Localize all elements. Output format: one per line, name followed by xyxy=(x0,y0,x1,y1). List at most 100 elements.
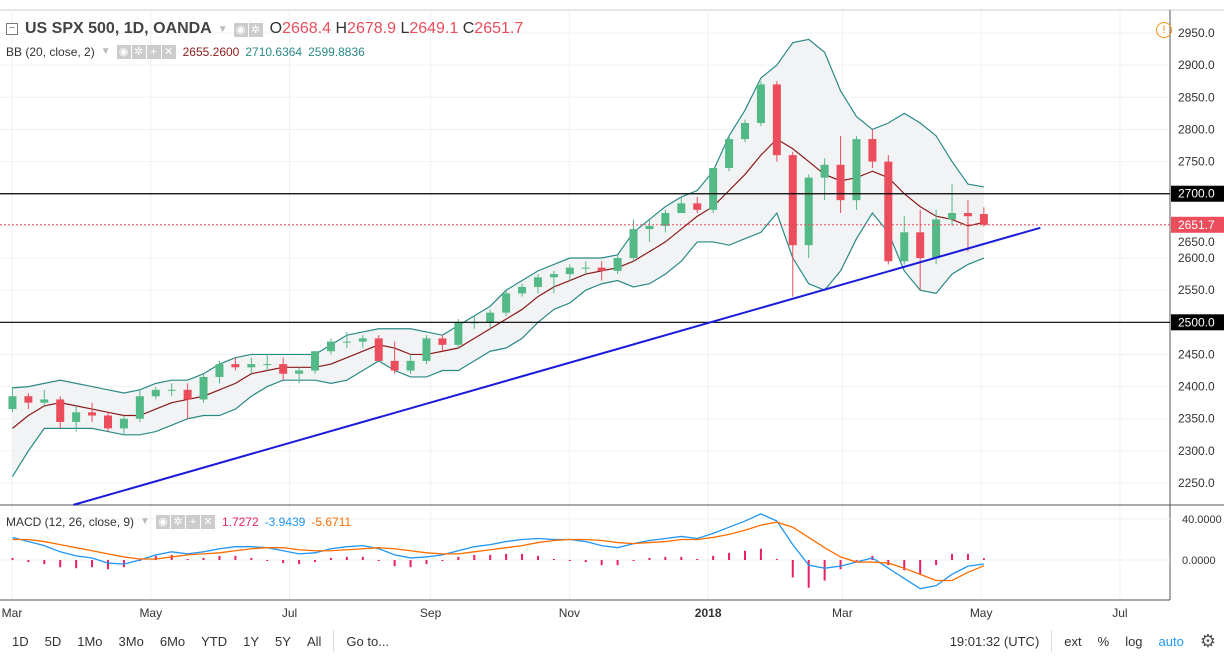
macd-histogram-bar xyxy=(186,558,189,560)
log-toggle[interactable]: log xyxy=(1125,633,1143,649)
macd-label[interactable]: MACD (12, 26, close, 9) xyxy=(6,514,135,529)
plus-icon[interactable]: + xyxy=(185,515,200,529)
candle-body xyxy=(119,418,128,429)
macd-histogram-bar xyxy=(728,552,731,560)
macd-histogram-bar xyxy=(43,560,46,565)
macd-histogram-bar xyxy=(855,560,858,561)
bb-upper-line xyxy=(12,38,984,394)
chevron-down-icon[interactable]: ▼ xyxy=(140,516,150,527)
macd-histogram-bar xyxy=(298,560,301,565)
price-tick-label: 2850.0 xyxy=(1178,90,1215,104)
price-pane[interactable] xyxy=(8,38,988,477)
range-buttons: 1D 5D 1Mo 3Mo 6Mo YTD 1Y 5Y All xyxy=(0,634,329,649)
horizontal-line-label: 2500.0 xyxy=(1178,315,1215,329)
settings-gear-icon[interactable]: ⚙ xyxy=(1199,630,1216,651)
chevron-down-icon[interactable]: ▼ xyxy=(217,23,228,35)
candle-body xyxy=(374,338,383,361)
macd-line xyxy=(12,513,984,590)
candle-body xyxy=(167,389,176,391)
price-label-box xyxy=(1171,185,1224,202)
macd-histogram-bar xyxy=(632,560,635,561)
range-5y[interactable]: 5Y xyxy=(275,633,291,649)
main-legend: − US SPX 500, 1D, OANDA ▼ ◉ ✲ O2668.4 H26… xyxy=(6,20,523,38)
warning-icon[interactable]: ! xyxy=(1156,22,1172,38)
macd-histogram-bar xyxy=(314,560,317,563)
gear-icon[interactable]: ✲ xyxy=(248,23,263,37)
range-ytd[interactable]: YTD xyxy=(201,633,228,649)
macd-histogram-bar xyxy=(616,560,619,566)
candle-body xyxy=(72,412,81,422)
macd-histogram-bar xyxy=(361,556,364,560)
range-1d[interactable]: 1D xyxy=(12,633,29,649)
macd-tick-label: 40.0000 xyxy=(1182,514,1222,526)
candle-body xyxy=(597,267,606,271)
candle-body xyxy=(422,338,431,361)
range-3mo[interactable]: 3Mo xyxy=(118,633,144,649)
candle-body xyxy=(390,360,399,371)
close-icon[interactable]: ✕ xyxy=(161,45,176,59)
price-tick-label: 2800.0 xyxy=(1178,122,1215,136)
price-tick-label: 2600.0 xyxy=(1178,251,1215,265)
last-price-label: 2651.7 xyxy=(1178,218,1215,232)
candle-body xyxy=(645,225,654,230)
macd-pane[interactable] xyxy=(0,513,1170,590)
range-all[interactable]: All xyxy=(306,633,322,649)
range-5d[interactable]: 5D xyxy=(44,633,62,649)
trendline[interactable] xyxy=(73,226,1041,506)
candle-body xyxy=(820,164,829,178)
macd-legend: MACD (12, 26, close, 9) ▼ ◉ ✲ + ✕ 1.7272 -3.… xyxy=(6,514,351,529)
macd-histogram-bar xyxy=(377,560,380,562)
candle-body xyxy=(932,219,941,259)
price-label-box xyxy=(1171,314,1224,331)
chart-canvas[interactable]: 2250.0 2300.0 2350.0 2400.0 2450.0 2550.0 2600… xyxy=(0,0,1224,626)
candle-body xyxy=(231,364,240,368)
macd-histogram-bar xyxy=(282,560,285,564)
macd-histogram-bar xyxy=(441,560,444,562)
close-icon[interactable]: ✕ xyxy=(200,515,215,529)
macd-histogram-bar xyxy=(457,556,460,560)
candle-body xyxy=(215,364,224,377)
gear-icon[interactable]: ✲ xyxy=(170,515,185,529)
macd-histogram-bar xyxy=(234,555,237,560)
gear-icon[interactable]: ✲ xyxy=(131,45,146,59)
candle-body xyxy=(199,376,208,400)
bb-lower-line xyxy=(11,211,985,477)
percent-toggle[interactable]: % xyxy=(1097,633,1110,649)
candle-body xyxy=(279,364,288,374)
horizontal-line-label: 2700.0 xyxy=(1178,187,1215,201)
chevron-down-icon[interactable]: ▼ xyxy=(100,46,111,57)
chart-background xyxy=(0,0,1224,626)
price-tick-label: 2300.0 xyxy=(1178,444,1215,458)
candle-body xyxy=(311,351,320,371)
eye-icon[interactable]: ◉ xyxy=(233,23,248,37)
price-tick-label: 2450.0 xyxy=(1178,347,1215,361)
macd-histogram-bar xyxy=(807,560,810,588)
range-1y[interactable]: 1Y xyxy=(243,633,260,649)
macd-histogram-bar xyxy=(409,560,412,568)
bb-label[interactable]: BB (20, close, 2) xyxy=(6,44,95,59)
range-6mo[interactable]: 6Mo xyxy=(159,633,186,649)
high-value: 2678.9 xyxy=(347,20,396,37)
candle-body xyxy=(295,370,304,374)
signal-line xyxy=(12,521,985,582)
ext-toggle[interactable]: ext xyxy=(1064,633,1082,649)
macd-histogram-bar xyxy=(919,560,922,575)
eye-icon[interactable]: ◉ xyxy=(155,515,170,529)
plus-icon[interactable]: + xyxy=(146,45,161,59)
range-1mo[interactable]: 1Mo xyxy=(77,633,103,649)
high-label: H xyxy=(335,20,348,37)
candle-body xyxy=(486,312,495,323)
eye-icon[interactable]: ◉ xyxy=(116,45,131,59)
auto-toggle[interactable]: auto xyxy=(1158,633,1184,649)
macd-histogram-bar xyxy=(202,557,205,560)
goto-button[interactable]: Go to... xyxy=(346,633,390,649)
collapse-icon[interactable]: − xyxy=(6,23,18,35)
macd-histogram-bar xyxy=(712,555,715,560)
symbol-title[interactable]: US SPX 500, 1D, OANDA xyxy=(25,20,212,37)
macd-histogram-bar xyxy=(568,560,571,561)
candle-body xyxy=(788,155,797,246)
macd-histogram-bar xyxy=(552,558,555,560)
candle-body xyxy=(263,364,272,366)
candle-body xyxy=(852,139,861,201)
candle-body xyxy=(868,139,877,162)
